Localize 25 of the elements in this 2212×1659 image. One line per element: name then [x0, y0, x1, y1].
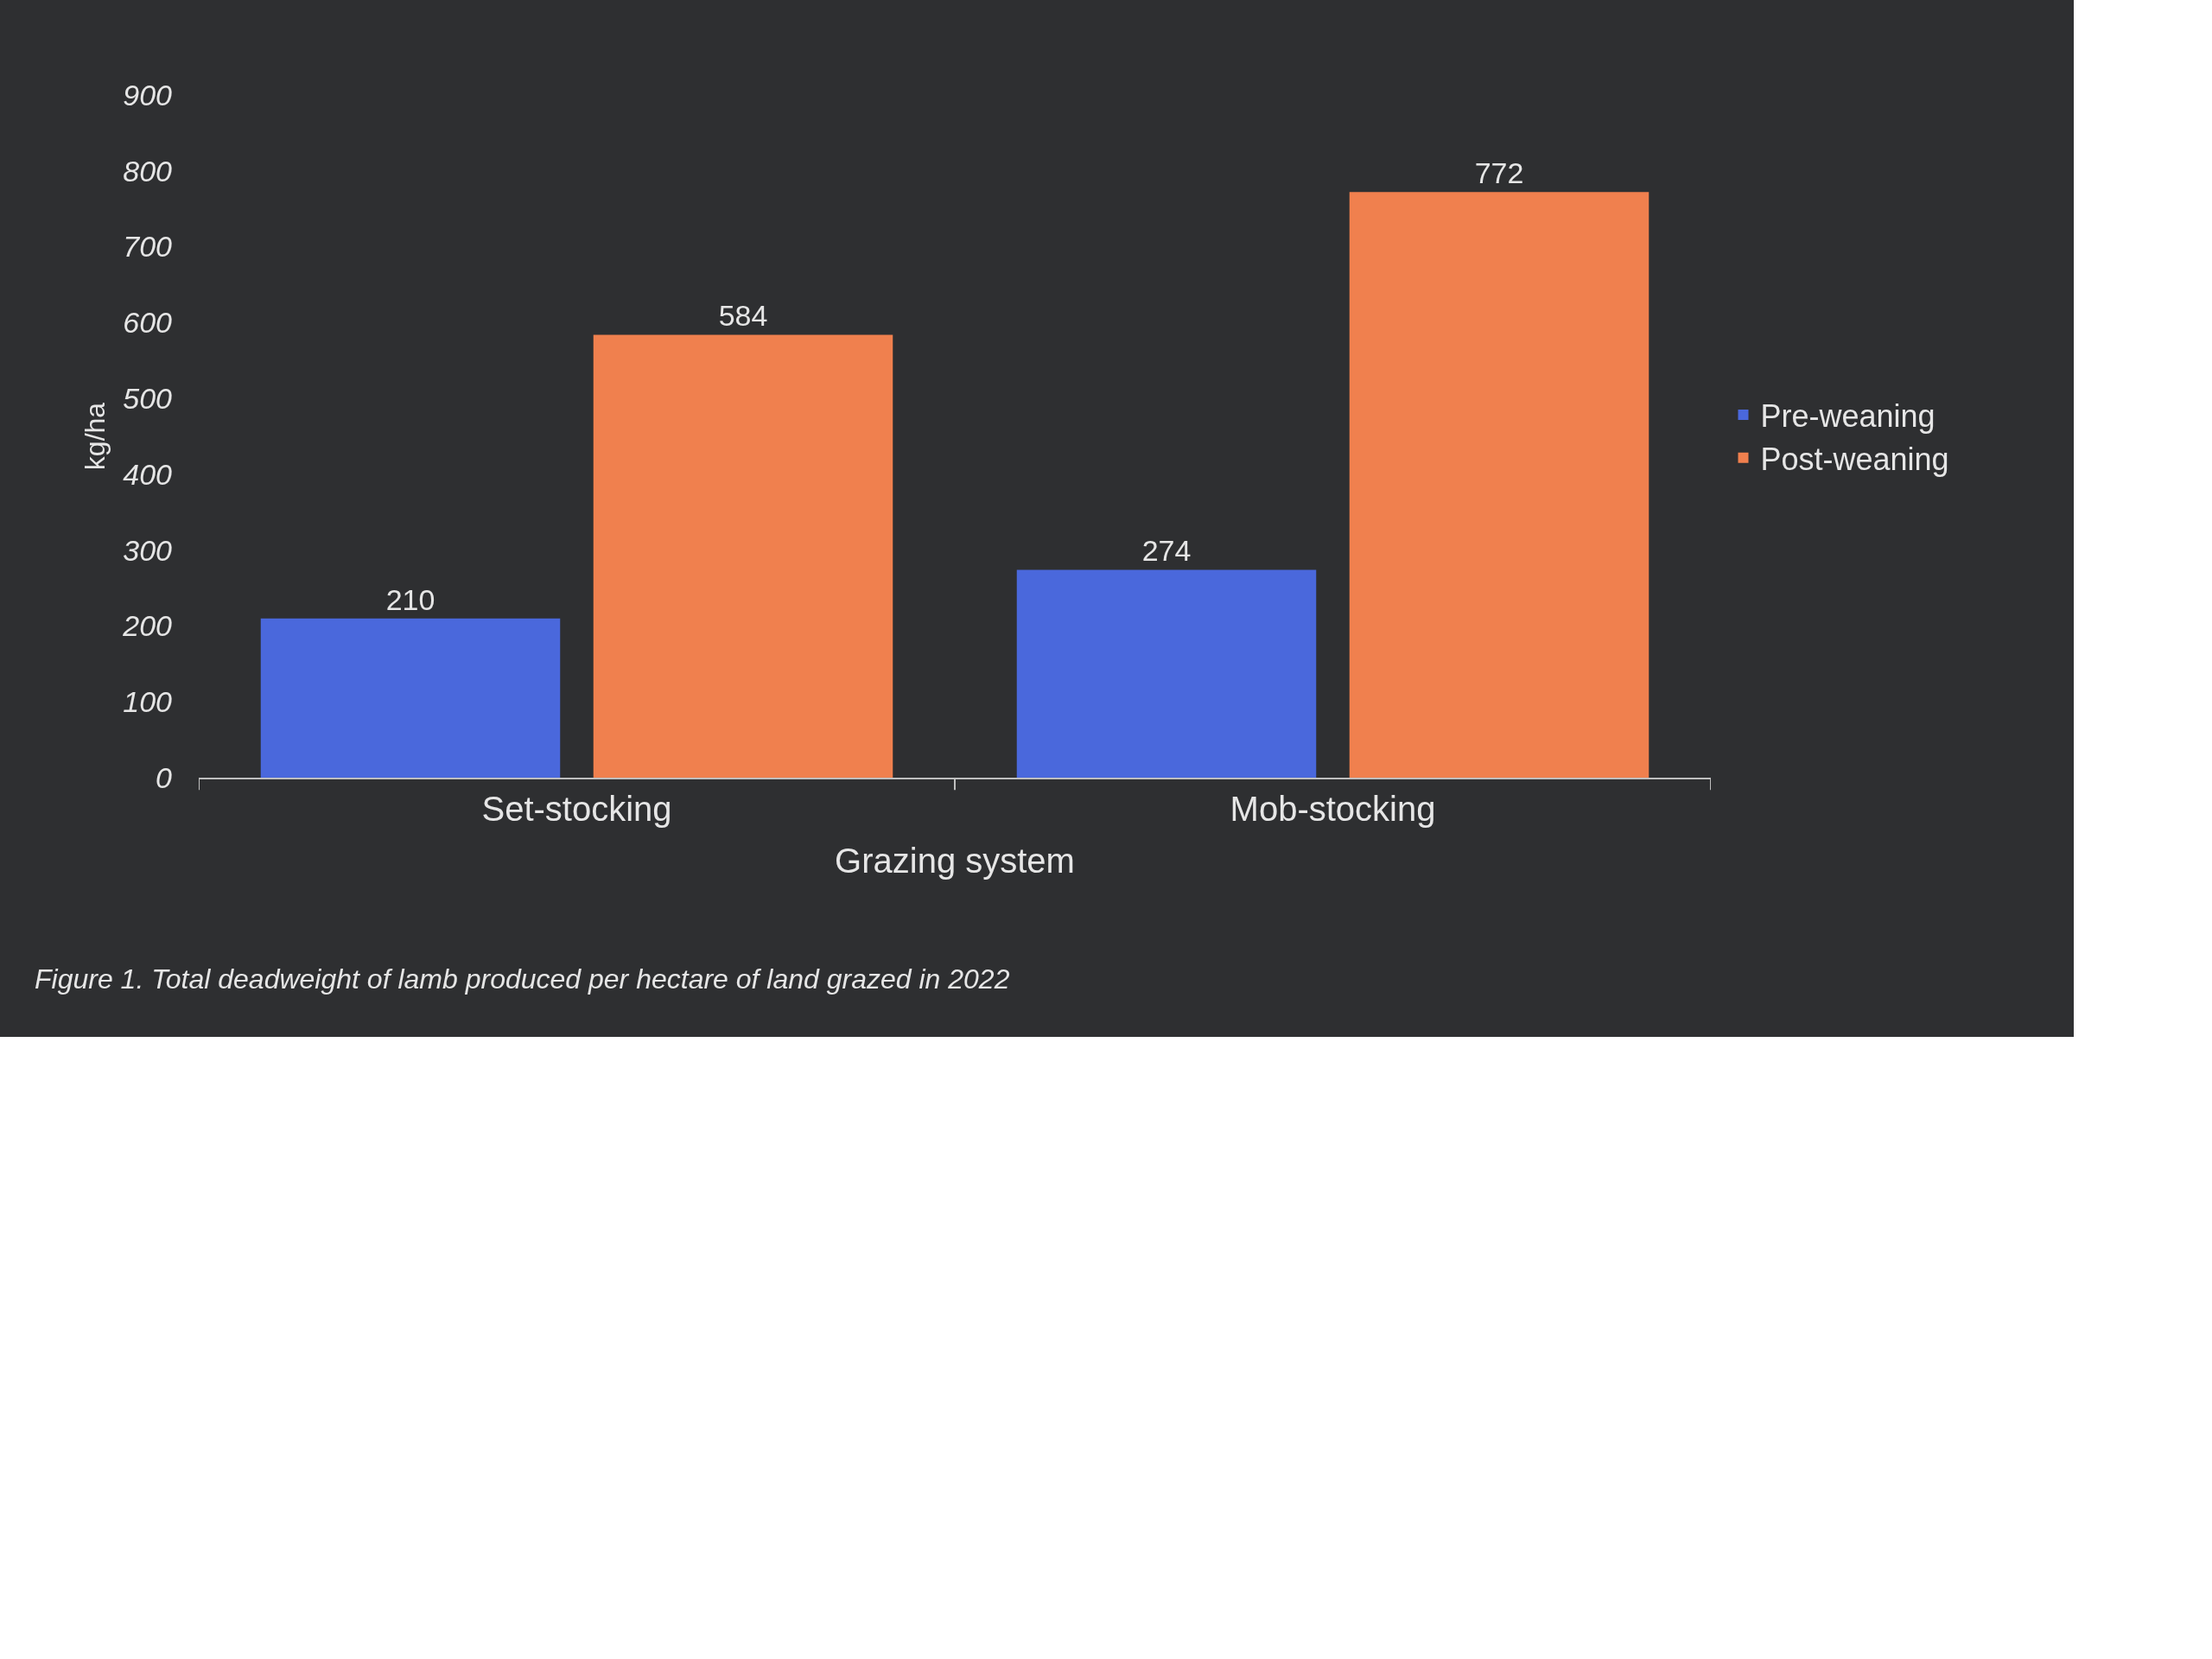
y-tick-label: 900	[123, 78, 173, 111]
y-tick-label: 200	[122, 609, 173, 643]
x-axis-title: Grazing system	[835, 842, 1075, 880]
y-axis-title: kg/ha	[79, 402, 111, 471]
y-tick-label: 500	[123, 382, 173, 416]
data-label: 584	[718, 299, 768, 333]
caption: Figure 1. Total deadweight of lamb produced per hectare of land grazed in 2022	[35, 963, 1010, 995]
x-tick-label: Set-stocking	[481, 790, 672, 828]
legend-label: Post-weaning	[1760, 441, 1949, 477]
legend-label: Pre-weaning	[1760, 397, 1936, 434]
data-label: 274	[1141, 534, 1192, 568]
y-tick-label: 0	[156, 760, 173, 794]
y-tick-label: 600	[123, 306, 173, 340]
y-tick-label: 700	[123, 230, 173, 264]
bar	[1349, 192, 1649, 778]
x-tick-label: Mob-stocking	[1230, 790, 1436, 828]
bar	[1016, 569, 1317, 778]
y-tick-label: 400	[123, 457, 173, 491]
y-tick-label: 100	[123, 685, 173, 719]
y-tick-label: 300	[123, 533, 173, 567]
data-label: 772	[1474, 156, 1524, 190]
y-tick-label: 800	[123, 154, 173, 188]
data-label: 210	[385, 582, 435, 616]
bar	[593, 334, 893, 778]
bar	[260, 618, 561, 778]
